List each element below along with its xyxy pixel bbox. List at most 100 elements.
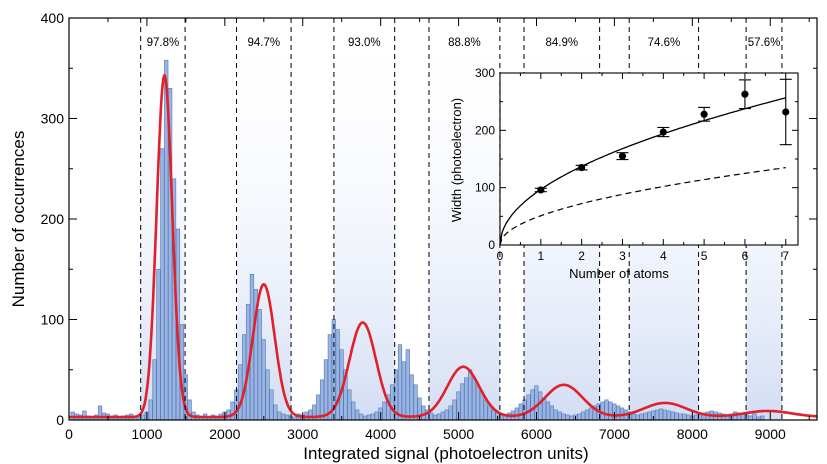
inset-x-tick-label: 2	[578, 249, 585, 263]
histogram-bar	[522, 399, 527, 420]
histogram-bar	[569, 415, 574, 420]
histogram-bar	[409, 374, 414, 420]
inset-data-point	[616, 152, 629, 161]
histogram-bar	[471, 377, 477, 420]
histogram-bar	[405, 349, 410, 420]
point-marker	[578, 164, 586, 172]
histogram-bar	[483, 399, 488, 420]
histogram-bar	[553, 409, 558, 420]
inset-background	[500, 73, 798, 245]
histogram-bar	[686, 414, 691, 420]
histogram-bar	[265, 369, 270, 420]
y-tick-label: 300	[41, 111, 65, 127]
histogram-bar	[588, 407, 593, 420]
inset-x-tick-label: 7	[782, 249, 789, 263]
histogram-bar	[581, 411, 586, 420]
histogram-bar	[284, 414, 290, 420]
histogram-bar	[316, 394, 321, 420]
histogram-bar	[752, 413, 757, 420]
histogram-bar	[432, 414, 438, 420]
histogram-bar	[538, 391, 543, 420]
histogram-bar	[366, 414, 371, 420]
inset-data-point	[738, 79, 751, 110]
histogram-bar	[230, 401, 235, 420]
y-axis-label: Number of occurrences	[9, 131, 28, 308]
histogram-bar	[518, 403, 523, 420]
histogram-bar	[355, 409, 360, 420]
x-tick-label: 3000	[287, 426, 318, 442]
point-marker	[700, 110, 708, 118]
histogram-bar	[526, 394, 531, 420]
histogram-bar	[600, 401, 605, 420]
histogram-bar	[682, 413, 687, 420]
histogram-bar	[238, 364, 243, 420]
histogram-bar	[390, 384, 395, 420]
histogram-bar	[631, 413, 636, 420]
histogram-bar	[577, 413, 582, 420]
histogram-bar	[658, 408, 664, 420]
window-percentage-labels: 97.8% 94.7% 93.0% 88.8% 84.9% 74.6% 57.6%	[147, 37, 781, 49]
inset-y-tick-label: 300	[475, 66, 495, 80]
inset-y-axis-label: Width (photoelectron)	[449, 98, 464, 222]
window-percentage-label: 57.6%	[748, 37, 781, 49]
y-tick-label: 200	[41, 211, 65, 227]
x-tick-label: 7000	[599, 426, 630, 442]
inset-y-tick-label: 0	[488, 238, 495, 252]
histogram-bar	[273, 404, 278, 420]
histogram-bar	[487, 405, 492, 420]
histogram-bar	[666, 410, 671, 420]
inset-data-points	[534, 78, 792, 194]
histogram-bar	[374, 411, 379, 420]
y-tick-label: 0	[56, 412, 64, 428]
histogram-bar	[561, 413, 566, 420]
histogram-bar	[319, 379, 325, 420]
x-tick-label: 2000	[209, 426, 240, 442]
histogram-bar	[82, 410, 87, 420]
inset-x-tick-label: 0	[497, 249, 504, 263]
point-marker	[782, 108, 790, 116]
histogram-bar	[327, 334, 332, 420]
histogram-bar	[401, 361, 406, 420]
histogram-bar	[257, 309, 262, 420]
histogram-bar	[647, 411, 652, 420]
window-percentage-label: 74.6%	[648, 37, 681, 49]
window-percentage-label: 84.9%	[546, 37, 579, 49]
selection-window-4	[428, 18, 500, 420]
inset-y-axis-ticks: 0 100 200 300	[475, 66, 798, 252]
histogram-bar	[281, 413, 286, 420]
histogram-bar	[549, 405, 555, 420]
histogram-bar	[152, 359, 157, 420]
histogram-bar	[277, 411, 282, 420]
histogram-bar	[748, 415, 753, 420]
histogram-bar	[358, 413, 364, 420]
y-tick-label: 400	[41, 10, 65, 26]
x-tick-label: 5000	[443, 426, 474, 442]
histogram-bar	[156, 268, 161, 420]
x-tick-label: 1000	[131, 426, 162, 442]
histogram-bar	[662, 409, 668, 420]
histogram-bar	[261, 339, 266, 420]
inset-fit-dashed	[500, 167, 786, 245]
histogram-bar	[242, 334, 247, 420]
histogram-bar	[269, 389, 274, 420]
histogram-bar	[160, 148, 165, 420]
histogram-bar	[655, 409, 660, 420]
histogram-bar	[382, 401, 387, 420]
histogram-bar	[643, 412, 648, 420]
histogram-bar	[448, 405, 453, 420]
inset-data-point	[657, 126, 670, 138]
histogram-bar	[444, 409, 449, 420]
inset-fit-solid	[500, 97, 786, 245]
histogram-bar	[604, 399, 609, 420]
histogram-bar	[343, 369, 348, 420]
histogram-bar	[436, 413, 442, 420]
inset-x-tick-label: 3	[619, 249, 626, 263]
histogram-bar	[397, 344, 403, 420]
x-tick-label: 9000	[755, 426, 786, 442]
histogram-bar	[460, 383, 465, 420]
histogram-bar	[530, 389, 535, 420]
inset-data-point	[534, 186, 547, 194]
histogram-bar	[760, 415, 765, 420]
